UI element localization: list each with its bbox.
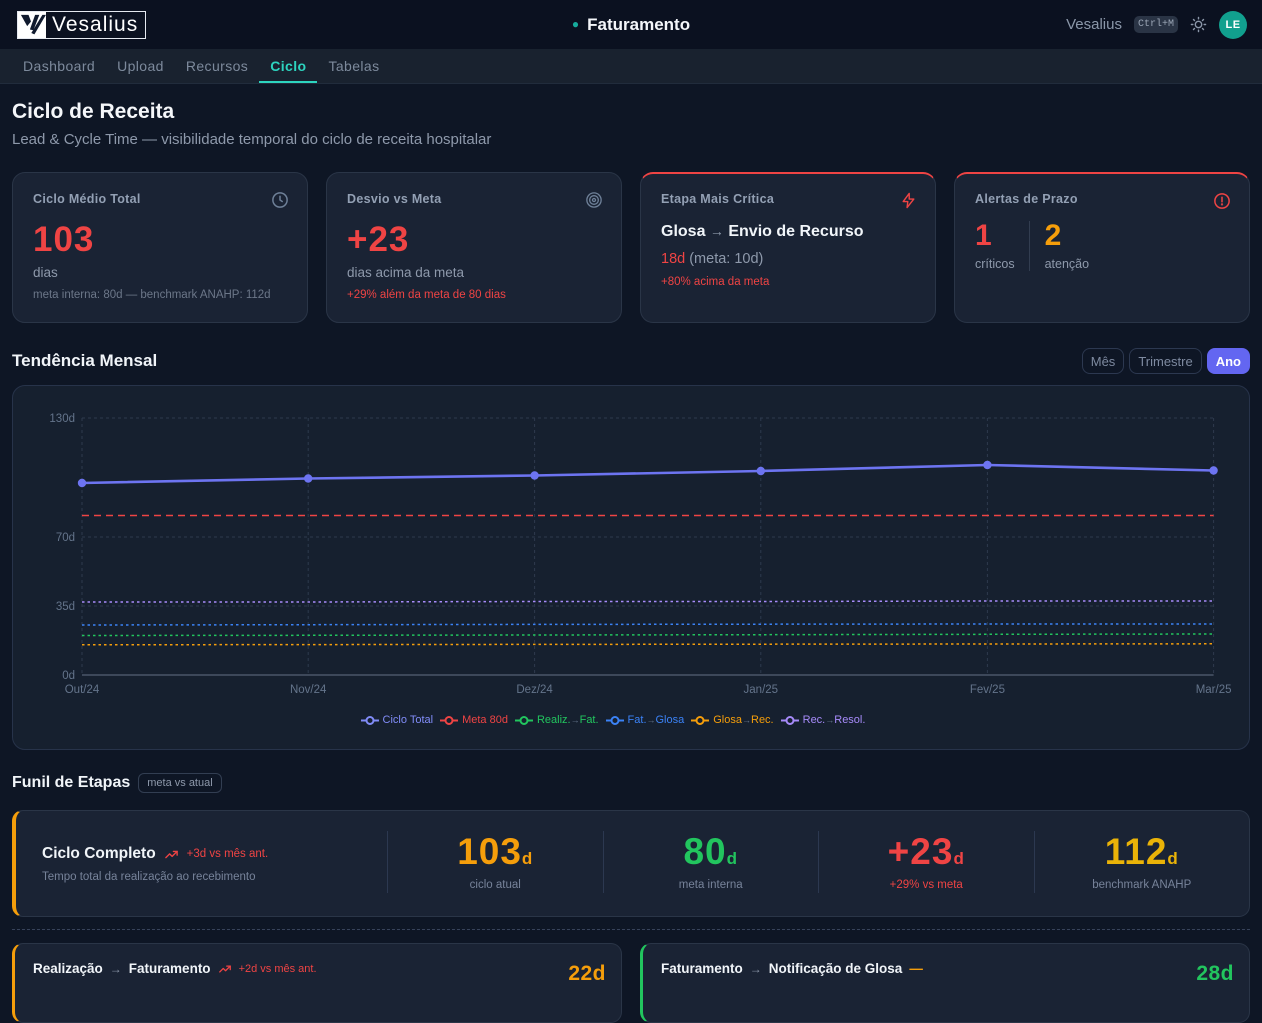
svg-text:Mar/25: Mar/25 [1196,684,1232,696]
svg-text:Nov/24: Nov/24 [290,684,327,696]
svg-text:Jan/25: Jan/25 [744,684,779,696]
svg-text:0d: 0d [62,670,75,682]
svg-text:Fev/25: Fev/25 [970,684,1005,696]
svg-text:35d: 35d [56,601,75,613]
svg-text:Out/24: Out/24 [65,684,100,696]
svg-text:70d: 70d [56,532,75,544]
svg-text:Dez/24: Dez/24 [516,684,553,696]
svg-text:130d: 130d [49,413,75,425]
